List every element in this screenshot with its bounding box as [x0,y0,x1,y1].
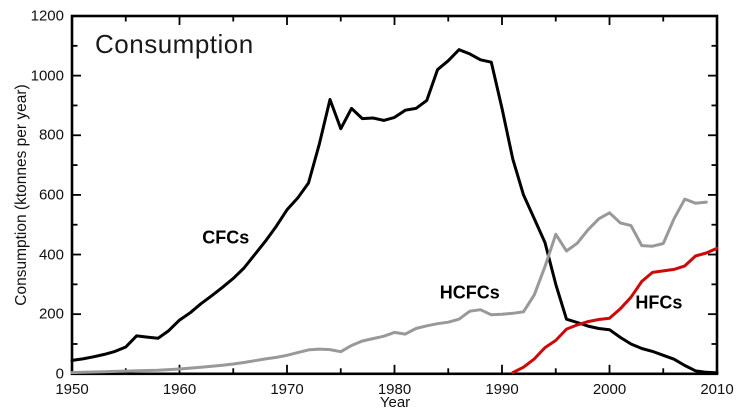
x-tick-label: 1950 [55,381,89,398]
y-tick-label: 0 [55,365,64,383]
y-tick-label: 400 [38,246,64,264]
x-tick-label: 1980 [377,381,412,398]
chart-title: Consumption [95,29,254,59]
hcfcs-line [70,197,708,375]
y-tick-label: 600 [38,186,64,204]
series-label-hcfcs: HCFCs [439,282,500,303]
x-tick-label: 2010 [700,381,734,398]
x-tick-label: 1970 [270,381,304,398]
hfcs-line [511,246,719,375]
x-tick-label: 2000 [592,381,627,398]
plot-frame [70,14,719,376]
series-label-hfcs: HFCs [635,292,683,313]
y-tick-label: 1000 [30,67,64,85]
x-tick-label: 1990 [485,381,519,398]
y-tick-label: 200 [38,305,64,323]
x-axis-title: Year [379,394,411,411]
x-tick-label: 1960 [162,381,197,398]
y-tick-label: 800 [38,126,64,144]
y-axis-title: Consumption (ktonnes per year) [13,84,30,306]
series-label-cfcs: CFCs [202,227,250,248]
y-tick-label: 1200 [30,7,64,25]
cfcs-line [70,48,719,375]
